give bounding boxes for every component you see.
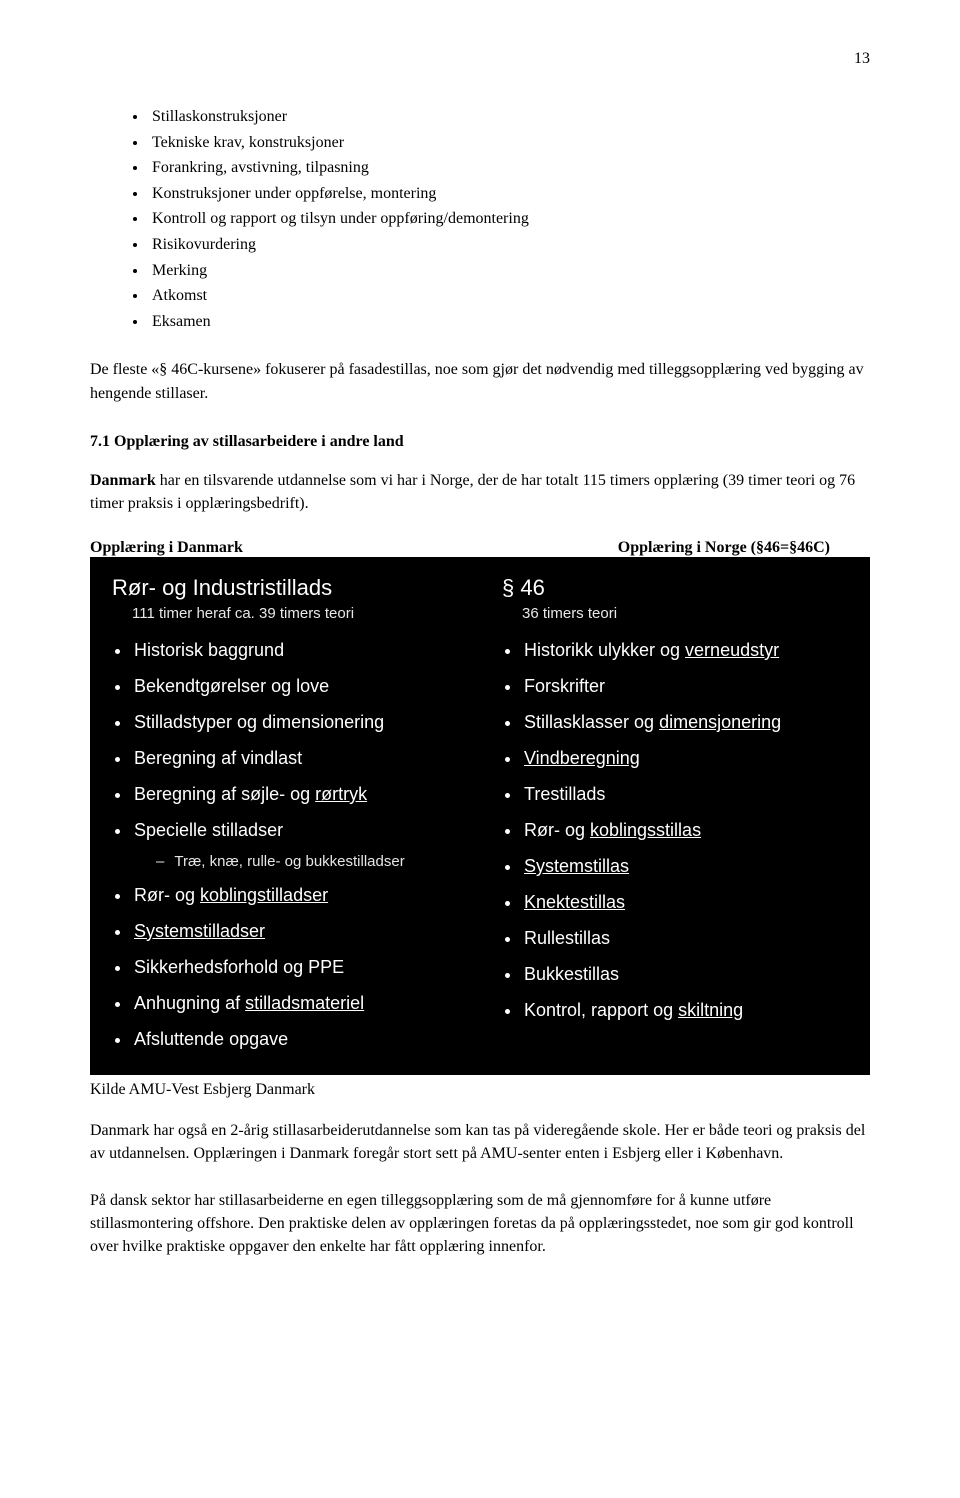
list-item: Specielle stilladserTræ, knæ, rulle- og … [132,812,458,877]
paragraph-lead: Danmark [90,472,156,489]
list-item: Rullestillas [522,920,848,956]
page-number: 13 [90,50,870,68]
list-item: Historikk ulykker og verneudstyr [522,632,848,668]
list-item: Kontroll og rapport og tilsyn under oppf… [148,206,870,232]
list-item: Bekendtgørelser og love [132,668,458,704]
comparison-panel: Rør- og Industristillads 111 timer heraf… [90,557,870,1075]
list-item: Beregning af vindlast [132,740,458,776]
list-item: Konstruksjoner under oppførelse, monteri… [148,181,870,207]
list-item: Afsluttende opgave [132,1021,458,1057]
list-item: Stilladstyper og dimensionering [132,704,458,740]
source-line: Kilde AMU-Vest Esbjerg Danmark [90,1081,870,1099]
list-item: Merking [148,258,870,284]
list-item: Eksamen [148,309,870,335]
list-item: Atkomst [148,283,870,309]
panel-right-subtitle: 36 timers teori [522,605,848,622]
list-item: Forankring, avstivning, tilpasning [148,155,870,181]
columns-header: Opplæring i Danmark Opplæring i Norge (§… [90,539,870,557]
list-item: Anhugning af stilladsmateriel [132,985,458,1021]
list-item: Bukkestillas [522,956,848,992]
panel-left-title: Rør- og Industristillads [112,575,458,601]
list-item: Sikkerhedsforhold og PPE [132,949,458,985]
list-item: Forskrifter [522,668,848,704]
list-item: Stillaskonstruksjoner [148,104,870,130]
list-item: Kontrol, rapport og skiltning [522,992,848,1028]
col-label-left: Opplæring i Danmark [90,539,243,557]
panel-col-left: Rør- og Industristillads 111 timer heraf… [90,575,480,1057]
list-item: Historisk baggrund [132,632,458,668]
list-item: Rør- og koblingstilladser [132,877,458,913]
panel-left-list: Historisk baggrundBekendtgørelser og lov… [132,632,458,1057]
para-after-2: På dansk sektor har stillasarbeiderne en… [90,1189,870,1259]
list-item: Knektestillas [522,884,848,920]
list-item: Træ, knæ, rulle- og bukkestilladser [156,848,458,877]
list-item: Systemstillas [522,848,848,884]
intro-paragraph: De fleste «§ 46C-kursene» fokuserer på f… [90,358,870,404]
panel-col-right: § 46 36 timers teori Historikk ulykker o… [480,575,870,1057]
panel-sublist: Træ, knæ, rulle- og bukkestilladser [156,848,458,877]
list-item: Risikovurdering [148,232,870,258]
list-item: Vindberegning [522,740,848,776]
list-item: Systemstilladser [132,913,458,949]
paragraph-rest: har en tilsvarende utdannelse som vi har… [90,472,855,512]
bullet-list-top: StillaskonstruksjonerTekniske krav, kons… [148,104,870,334]
panel-right-title: § 46 [502,575,848,601]
list-item: Trestillads [522,776,848,812]
panel-left-subtitle: 111 timer heraf ca. 39 timers teori [132,605,458,622]
list-item: Stillasklasser og dimensjonering [522,704,848,740]
list-item: Tekniske krav, konstruksjoner [148,130,870,156]
list-item: Rør- og koblingsstillas [522,812,848,848]
col-label-right: Opplæring i Norge (§46=§46C) [618,539,870,557]
section-heading: 7.1 Opplæring av stillasarbeidere i andr… [90,433,870,451]
section-paragraph-1: Danmark har en tilsvarende utdannelse so… [90,469,870,515]
list-item: Beregning af søjle- og rørtryk [132,776,458,812]
para-after-1: Danmark har også en 2-årig stillasarbeid… [90,1119,870,1165]
panel-right-list: Historikk ulykker og verneudstyrForskrif… [522,632,848,1028]
